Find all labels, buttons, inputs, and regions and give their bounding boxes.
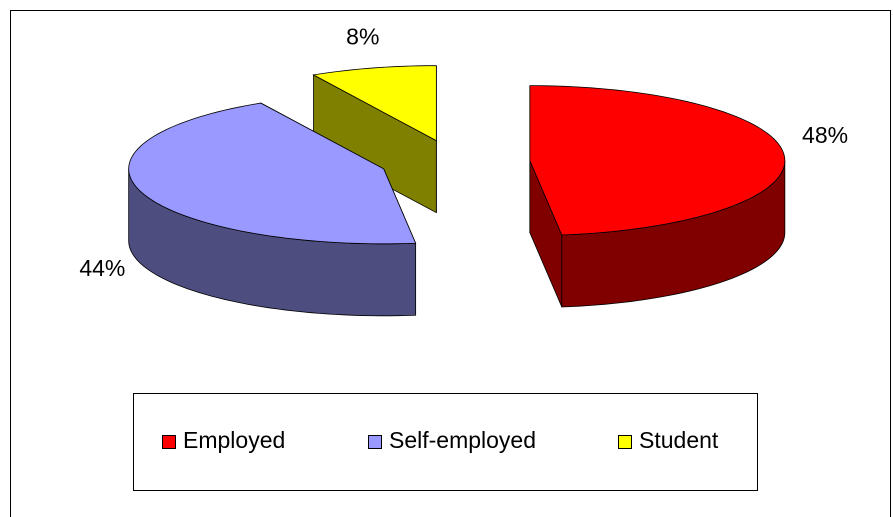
legend-label: Self-employed xyxy=(389,427,536,453)
slice xyxy=(128,102,417,245)
legend-swatch xyxy=(162,435,176,449)
chart-border xyxy=(10,10,891,517)
legend-swatch xyxy=(618,435,632,449)
data-label: 48% xyxy=(802,122,848,148)
slice xyxy=(312,65,437,142)
legend-swatch xyxy=(368,435,382,449)
data-label: 44% xyxy=(79,255,125,281)
legend-box xyxy=(133,393,758,491)
legend-label: Student xyxy=(639,427,719,453)
data-label: 8% xyxy=(346,23,379,49)
slice xyxy=(529,85,786,236)
legend-label: Employed xyxy=(183,427,285,453)
